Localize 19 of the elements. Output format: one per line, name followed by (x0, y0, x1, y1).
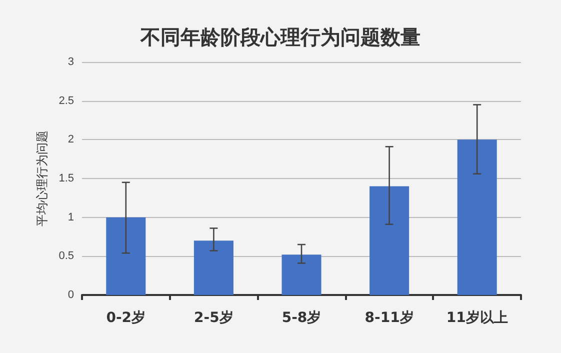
y-tick-label: 1.5 (58, 172, 74, 184)
bar (106, 217, 146, 295)
y-axis-title: 平均心理行为问题 (34, 130, 49, 226)
x-tick-label: 5-8岁 (282, 310, 322, 326)
y-tick-label: 0 (68, 289, 74, 301)
y-tick-label: 1 (68, 211, 74, 224)
y-tick-label: 2.5 (58, 94, 74, 107)
x-tick-label: 11岁以上 (446, 310, 508, 326)
x-tick-label: 2-5岁 (194, 310, 234, 326)
bar (194, 240, 234, 295)
y-tick-label: 0.5 (58, 250, 74, 262)
x-tick-label: 8-11岁 (364, 310, 414, 326)
chart-title: 不同年龄阶段心理行为问题数量 (140, 25, 420, 49)
bar (457, 140, 497, 295)
y-tick-label: 3 (68, 56, 74, 68)
x-tick-label: 0-2岁 (106, 310, 146, 326)
y-tick-label: 2 (68, 134, 74, 146)
bar (370, 186, 410, 295)
bar (282, 254, 322, 295)
